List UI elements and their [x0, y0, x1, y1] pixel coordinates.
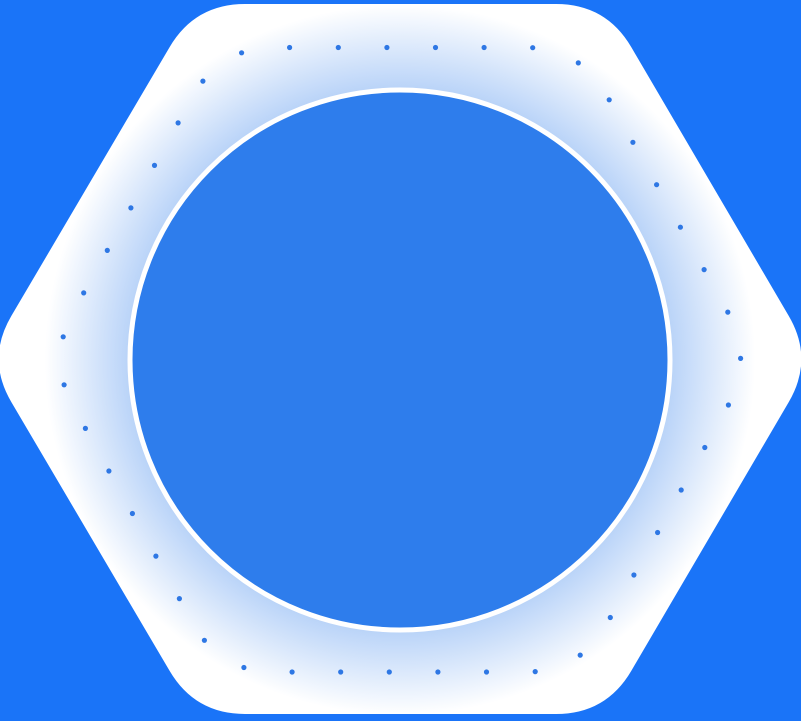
dot: [725, 402, 732, 408]
dot: [386, 669, 392, 675]
dot: [384, 44, 390, 51]
dot: [677, 224, 684, 230]
dot: [61, 382, 67, 388]
dot: [153, 553, 159, 559]
dot: [481, 44, 487, 51]
dot: [577, 652, 583, 658]
dot: [60, 334, 66, 340]
dot: [287, 44, 293, 51]
dot: [655, 529, 661, 536]
dot: [575, 60, 581, 66]
dot: [201, 637, 207, 643]
dot: [532, 669, 538, 675]
dot: [81, 290, 87, 296]
dot: [678, 487, 684, 493]
dot: [654, 182, 660, 188]
dot: [129, 510, 135, 517]
dot: [435, 669, 441, 675]
dot: [738, 355, 744, 361]
dot: [289, 669, 295, 675]
dot: [630, 139, 636, 145]
dot: [82, 425, 88, 431]
dot: [530, 45, 536, 51]
dot: [176, 596, 182, 602]
dot: [631, 572, 637, 578]
center-circle: [127, 87, 673, 633]
dot: [606, 97, 612, 103]
dot: [175, 120, 181, 126]
dot: [104, 247, 110, 253]
dot: [725, 309, 731, 315]
dot: [106, 468, 112, 474]
dot: [200, 78, 206, 84]
dot: [483, 669, 490, 675]
dot: [338, 669, 344, 675]
dot: [702, 444, 708, 451]
dot: [432, 44, 439, 51]
dot: [151, 162, 158, 168]
dot: [335, 44, 341, 51]
dot: [239, 50, 245, 56]
dot: [241, 664, 247, 671]
dot-ring: [60, 44, 744, 675]
dot: [607, 614, 613, 621]
dot: [128, 205, 134, 211]
dot: [701, 267, 707, 273]
